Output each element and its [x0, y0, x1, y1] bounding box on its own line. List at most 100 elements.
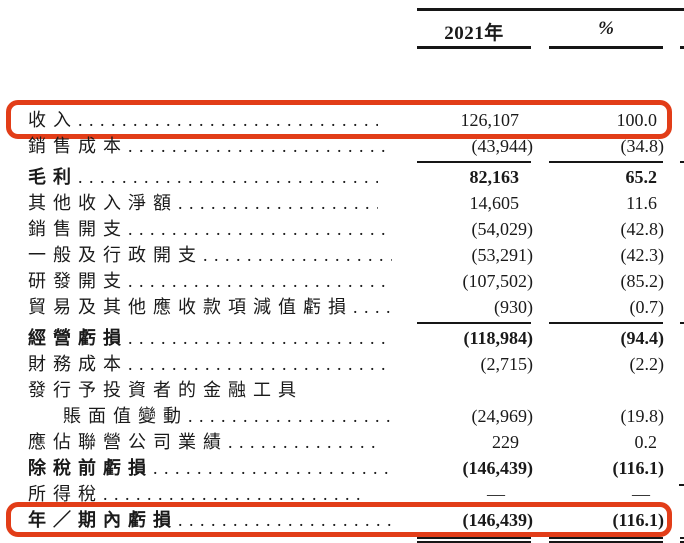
value-pct: (42.8)	[620, 219, 665, 239]
row-label: 財務成本	[28, 354, 128, 374]
dot-leader: . . . . . . . . . . . . . . . . . . . . …	[128, 328, 392, 348]
value-pct: (116.1)	[612, 510, 665, 530]
table-row: 經營虧損. . . . . . . . . . . . . . . . . . …	[0, 325, 684, 351]
section-rule-segment	[417, 322, 531, 324]
section-rule-segment	[549, 161, 663, 163]
value-2021: (107,502)	[462, 271, 534, 291]
value-pct: 100.0	[616, 110, 658, 130]
header-underline-year	[417, 46, 531, 49]
section-rule-segment	[680, 322, 684, 324]
header-underline-edge-stub	[680, 46, 684, 49]
section-rule	[0, 159, 684, 164]
table-row: 除稅前虧損. . . . . . . . . . . . . . . . . .…	[0, 455, 684, 481]
row-label: 所得稅	[28, 484, 103, 504]
dot-leader: . . . . . . . . . . . . . . . . . . . . …	[128, 219, 392, 239]
value-pct: (0.7)	[629, 297, 665, 317]
row-label: 毛利	[28, 167, 78, 187]
table-row: 財務成本. . . . . . . . . . . . . . . . . . …	[0, 351, 684, 377]
table-row: 發行予投資者的金融工具	[0, 377, 684, 403]
value-2021: (930)	[494, 297, 533, 317]
table-row: 年／期內虧損. . . . . . . . . . . . . . . . . …	[0, 502, 684, 537]
value-2021: (118,984)	[463, 328, 534, 348]
dot-leader: . . . . . . . . . . . . . . . . . . . . …	[78, 167, 378, 187]
table-row: 一般及行政開支. . . . . . . . . . . . . . . . .…	[0, 242, 684, 268]
dot-leader: . . . . . . . . . . . . . . . . . . . . …	[128, 136, 392, 156]
table-row: 賬面值變動. . . . . . . . . . . . . . . . . .…	[0, 403, 684, 429]
value-2021: (2,715)	[480, 354, 534, 374]
section-rule-segment	[417, 161, 531, 163]
header-top-rule	[417, 8, 684, 11]
table-row: 銷售開支. . . . . . . . . . . . . . . . . . …	[0, 216, 684, 242]
total-double-rule-edge-stub-2	[680, 541, 684, 543]
dot-leader: . . . . . . . . . . . . . . . . . . . . …	[128, 271, 392, 291]
row-label: 一般及行政開支	[28, 245, 203, 265]
header-underline-percent	[549, 46, 663, 49]
table-row: 銷售成本. . . . . . . . . . . . . . . . . . …	[0, 133, 684, 159]
value-pct: (34.8)	[620, 136, 665, 156]
value-pct: 11.6	[626, 193, 657, 213]
row-label: 除稅前虧損	[28, 458, 153, 478]
dot-leader: . . . . . . . . . . . . . . . . . . . . …	[78, 110, 378, 130]
value-2021: (24,969)	[471, 406, 534, 426]
value-2021: 126,107	[460, 110, 520, 130]
value-pct: (42.3)	[620, 245, 665, 265]
row-label: 研發開支	[28, 271, 128, 291]
row-label: 其他收入淨額	[28, 193, 178, 213]
value-pct: (116.1)	[612, 458, 665, 478]
table-row: 貿易及其他應收款項減值虧損. . . . . . . . . . . . . .…	[0, 294, 684, 320]
edge-dash-stub	[679, 484, 684, 486]
value-pct: —	[632, 484, 650, 504]
row-label: 貿易及其他應收款項減值虧損	[28, 297, 353, 317]
row-label: 收入	[28, 110, 78, 130]
row-label: 年／期內虧損	[28, 510, 178, 530]
dot-leader: . . . . . . . . . . . . . . . . . . . . …	[153, 458, 392, 478]
table-row: 所得稅. . . . . . . . . . . . . . . . . . .…	[0, 481, 684, 507]
value-2021: (43,944)	[471, 136, 534, 156]
section-rule	[0, 320, 684, 325]
value-pct: (94.4)	[620, 328, 665, 348]
table-row: 毛利. . . . . . . . . . . . . . . . . . . …	[0, 164, 684, 190]
value-pct: 0.2	[634, 432, 658, 452]
total-double-rule-percent-2	[549, 541, 663, 543]
value-2021: 229	[492, 432, 519, 452]
table-row: 研發開支. . . . . . . . . . . . . . . . . . …	[0, 268, 684, 294]
row-label: 銷售開支	[28, 219, 128, 239]
dot-leader: . . . . . . . . . . . . . . . . . . . . …	[103, 484, 364, 504]
section-rule-segment	[549, 322, 663, 324]
value-2021: —	[487, 484, 505, 504]
value-2021: (53,291)	[471, 245, 534, 265]
dot-leader: . . . . . . . . . . . . . . . . . . . . …	[178, 193, 378, 213]
value-2021: (146,439)	[462, 458, 534, 478]
dot-leader: . . . . . . . . . . . . . . . . . . . . …	[228, 432, 378, 452]
table-row: 其他收入淨額. . . . . . . . . . . . . . . . . …	[0, 190, 684, 216]
value-pct: (19.8)	[620, 406, 665, 426]
value-2021: (146,439)	[462, 510, 534, 530]
value-pct: (2.2)	[629, 354, 665, 374]
table-body: 收入. . . . . . . . . . . . . . . . . . . …	[0, 100, 684, 537]
row-label: 應佔聯營公司業績	[28, 432, 228, 452]
column-header-year: 2021年	[444, 23, 504, 44]
table-row: 應佔聯營公司業績. . . . . . . . . . . . . . . . …	[0, 429, 684, 455]
total-double-rule-year-1	[417, 537, 531, 539]
total-double-rule-edge-stub-1	[680, 537, 684, 539]
dot-leader: . . . . . . . . . . . . . . . . . . . . …	[353, 297, 392, 317]
dot-leader: . . . . . . . . . . . . . . . . . . . . …	[178, 510, 392, 530]
column-header-percent: %	[598, 18, 614, 39]
row-label: 經營虧損	[28, 328, 128, 348]
value-pct: (85.2)	[620, 271, 665, 291]
row-label: 銷售成本	[28, 136, 128, 156]
section-rule-segment	[680, 161, 684, 163]
value-pct: 65.2	[625, 167, 658, 187]
value-2021: 82,163	[469, 167, 520, 187]
row-label: 賬面值變動	[63, 406, 188, 426]
dot-leader: . . . . . . . . . . . . . . . . . . . . …	[188, 406, 392, 426]
row-label: 發行予投資者的金融工具	[28, 380, 303, 400]
value-2021: 14,605	[469, 193, 520, 213]
table-row: 收入. . . . . . . . . . . . . . . . . . . …	[0, 100, 684, 139]
total-double-rule-percent-1	[549, 537, 663, 539]
value-2021: (54,029)	[471, 219, 534, 239]
total-double-rule-year-2	[417, 541, 531, 543]
dot-leader: . . . . . . . . . . . . . . . . . . . . …	[128, 354, 392, 374]
dot-leader: . . . . . . . . . . . . . . . . . . . . …	[203, 245, 392, 265]
